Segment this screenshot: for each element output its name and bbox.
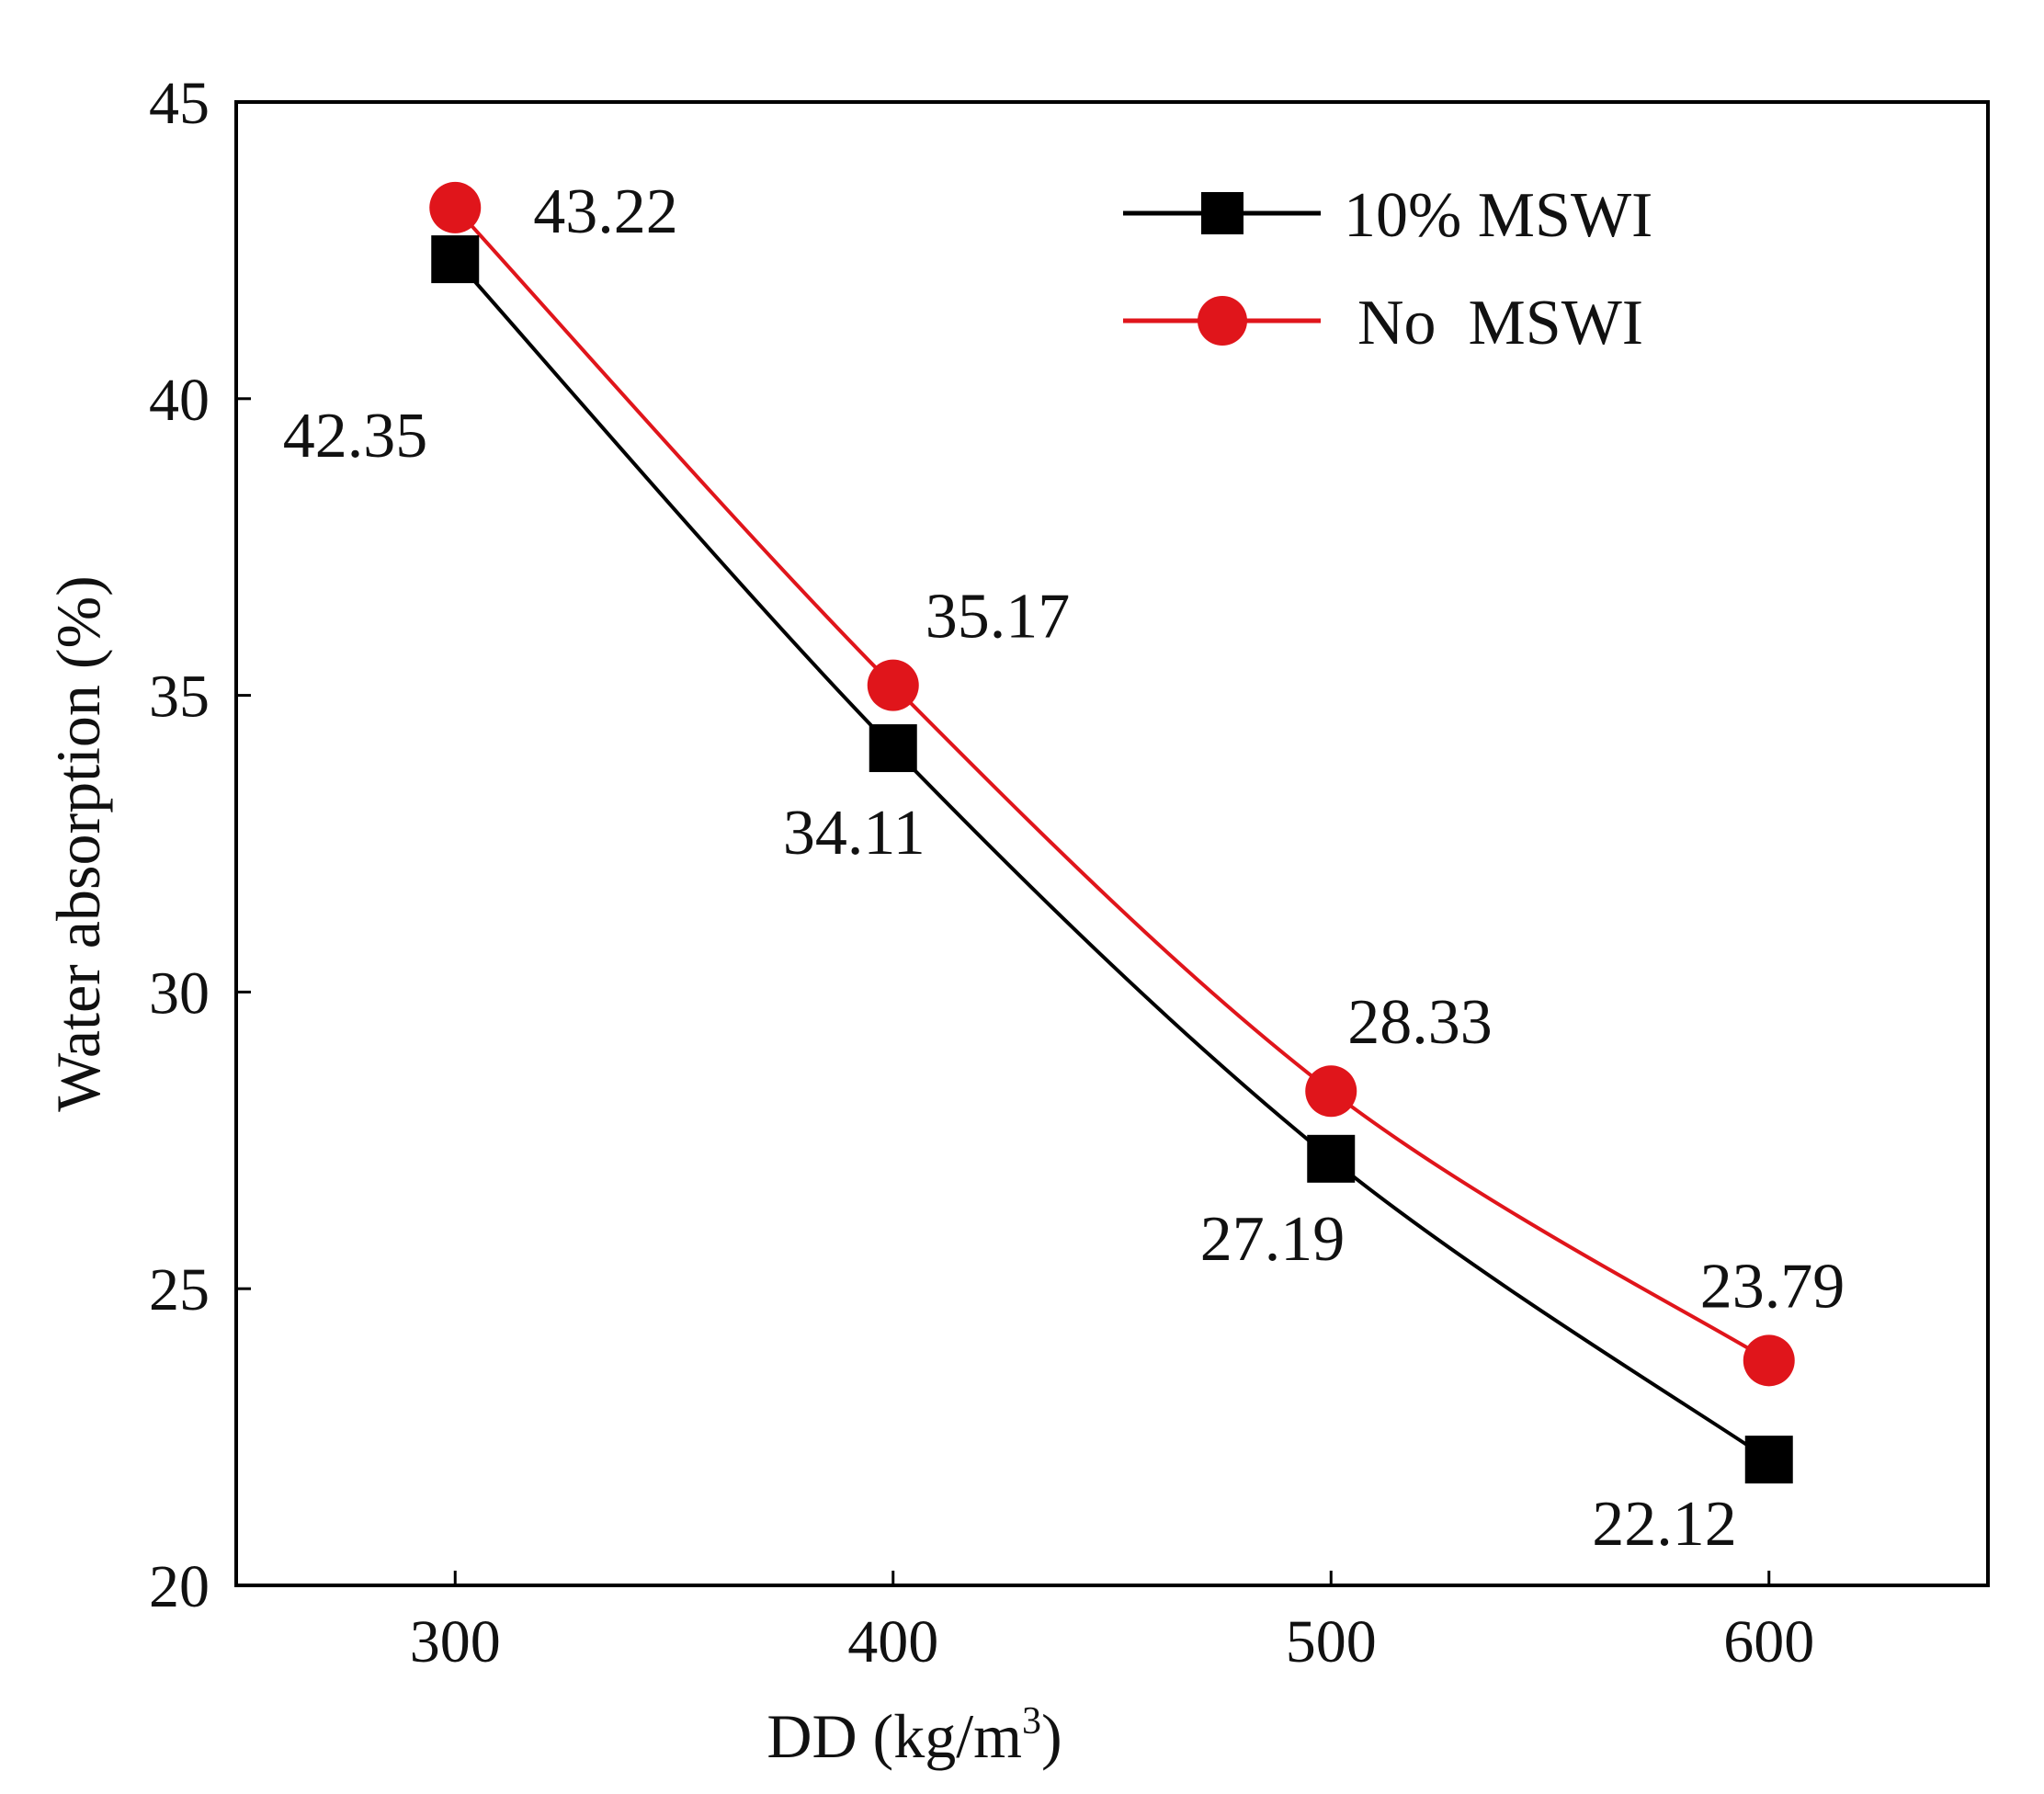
y-tick-label-45: 45: [149, 70, 210, 137]
y-tick-label-25: 25: [149, 1256, 210, 1323]
y-tick-label-30: 30: [149, 959, 210, 1027]
x-tick-label-600: 600: [1723, 1608, 1814, 1675]
legend-item-no-mswi: No MSWI: [1123, 288, 1643, 358]
y-tick-label-20: 20: [149, 1553, 210, 1620]
y-axis-label: Water absorption (%): [43, 575, 113, 1112]
y-tick-label-35: 35: [149, 664, 210, 731]
x-tick-label-400: 400: [847, 1608, 938, 1675]
series-lines: [453, 206, 1770, 1461]
legend-circle-marker: [1198, 296, 1247, 346]
data-labels: 42.35 34.11 27.19 22.12 43.22 35.17 28.33 23.79: [283, 176, 1845, 1560]
y-tick-label-40: 40: [149, 367, 210, 434]
data-label-10-mswi-400: 34.11: [783, 798, 925, 869]
axis-ticks: 300 400 500 600 20 25 30 35 40 45: [149, 70, 1814, 1675]
legend-label-no-mswi: No MSWI: [1357, 288, 1643, 358]
data-label-no-mswi-500: 28.33: [1347, 987, 1493, 1058]
x-axis-label-superscript: 3: [1022, 1700, 1041, 1743]
x-axis-label: DD (kg/m3): [766, 1700, 1062, 1771]
legend-label-10-mswi: 10% MSWI: [1344, 180, 1652, 251]
point-no-mswi-500: [1305, 1065, 1357, 1118]
data-label-10-mswi-500: 27.19: [1200, 1204, 1346, 1275]
point-no-mswi-400: [867, 659, 919, 711]
data-label-no-mswi-400: 35.17: [925, 582, 1071, 653]
point-10-mswi-400: [869, 724, 917, 773]
legend: 10% MSWI No MSWI: [1123, 180, 1652, 358]
point-10-mswi-600: [1744, 1436, 1793, 1484]
point-10-mswi-500: [1307, 1134, 1356, 1183]
point-no-mswi-300: [429, 181, 482, 233]
x-tick-label-300: 300: [410, 1608, 501, 1675]
data-label-no-mswi-600: 23.79: [1700, 1251, 1845, 1322]
data-label-10-mswi-300: 42.35: [283, 401, 428, 471]
legend-square-marker: [1201, 192, 1243, 234]
legend-item-10-mswi: 10% MSWI: [1123, 180, 1652, 251]
series-line-10-mswi: [453, 257, 1770, 1461]
series-line-no-mswi: [453, 206, 1770, 1363]
point-10-mswi-300: [431, 235, 480, 284]
plot-frame: [234, 100, 1990, 1587]
series-markers: [429, 181, 1795, 1484]
x-tick-label-500: 500: [1286, 1608, 1377, 1675]
point-no-mswi-600: [1743, 1334, 1795, 1387]
data-label-no-mswi-300: 43.22: [533, 176, 678, 247]
data-label-10-mswi-600: 22.12: [1592, 1489, 1737, 1560]
